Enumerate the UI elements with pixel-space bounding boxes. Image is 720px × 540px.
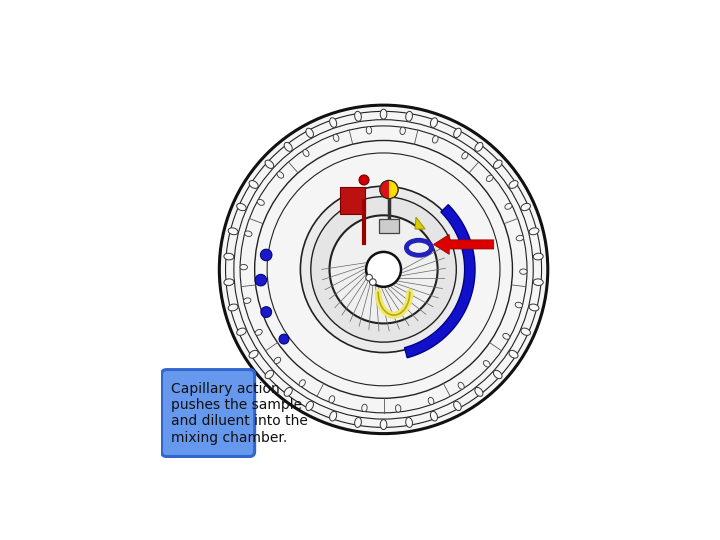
Circle shape [366, 252, 401, 287]
Polygon shape [415, 217, 425, 229]
FancyBboxPatch shape [379, 219, 399, 233]
Ellipse shape [529, 228, 539, 235]
Ellipse shape [224, 253, 234, 260]
Circle shape [359, 175, 369, 185]
Ellipse shape [333, 134, 339, 141]
Ellipse shape [249, 180, 258, 188]
Ellipse shape [521, 328, 531, 335]
Ellipse shape [380, 420, 387, 430]
FancyBboxPatch shape [340, 187, 365, 214]
Ellipse shape [380, 109, 387, 119]
Ellipse shape [228, 228, 238, 235]
Ellipse shape [277, 172, 284, 178]
Ellipse shape [534, 279, 543, 286]
Ellipse shape [458, 382, 464, 389]
Ellipse shape [516, 235, 523, 241]
Ellipse shape [431, 411, 438, 421]
Circle shape [366, 274, 372, 281]
Circle shape [220, 105, 548, 434]
Ellipse shape [475, 387, 483, 396]
Ellipse shape [529, 304, 539, 311]
Ellipse shape [306, 128, 313, 138]
Circle shape [261, 307, 271, 318]
Ellipse shape [454, 128, 462, 138]
Ellipse shape [405, 111, 413, 122]
Ellipse shape [249, 350, 258, 358]
Ellipse shape [265, 160, 274, 168]
Circle shape [369, 279, 376, 286]
Ellipse shape [355, 417, 361, 428]
Ellipse shape [509, 180, 518, 188]
FancyBboxPatch shape [161, 369, 255, 456]
Ellipse shape [329, 396, 335, 403]
Ellipse shape [505, 204, 512, 210]
Circle shape [300, 186, 467, 353]
Ellipse shape [284, 143, 292, 151]
Ellipse shape [257, 199, 264, 205]
Ellipse shape [462, 152, 468, 159]
Ellipse shape [405, 417, 413, 428]
Ellipse shape [520, 269, 527, 274]
Ellipse shape [245, 231, 252, 237]
Ellipse shape [237, 328, 246, 335]
Ellipse shape [255, 329, 262, 335]
Ellipse shape [428, 397, 434, 404]
Ellipse shape [330, 411, 337, 421]
Ellipse shape [361, 404, 367, 411]
Circle shape [311, 197, 456, 342]
Ellipse shape [395, 405, 401, 412]
Wedge shape [380, 180, 389, 199]
Ellipse shape [493, 370, 502, 379]
Circle shape [330, 215, 438, 323]
Polygon shape [405, 205, 475, 357]
Circle shape [261, 249, 272, 261]
Circle shape [279, 334, 289, 344]
Ellipse shape [454, 401, 462, 410]
Text: Capillary action
pushes the sample
and diluent into the
mixing chamber.: Capillary action pushes the sample and d… [171, 382, 308, 444]
Ellipse shape [366, 126, 372, 134]
FancyArrow shape [433, 234, 494, 254]
Ellipse shape [431, 118, 438, 127]
Ellipse shape [306, 401, 313, 410]
Ellipse shape [224, 279, 234, 286]
Ellipse shape [433, 136, 438, 143]
Ellipse shape [284, 387, 292, 396]
Ellipse shape [355, 111, 361, 122]
Ellipse shape [237, 204, 246, 211]
Ellipse shape [300, 380, 305, 387]
Ellipse shape [503, 333, 510, 339]
Ellipse shape [534, 253, 543, 260]
Circle shape [380, 180, 398, 199]
Ellipse shape [265, 370, 274, 379]
Ellipse shape [475, 143, 483, 151]
Ellipse shape [487, 175, 493, 181]
Ellipse shape [515, 302, 523, 308]
Ellipse shape [228, 304, 238, 311]
Ellipse shape [274, 357, 281, 363]
Ellipse shape [243, 298, 251, 303]
Ellipse shape [400, 127, 405, 134]
Ellipse shape [303, 150, 309, 157]
Ellipse shape [521, 204, 531, 211]
Ellipse shape [240, 265, 248, 270]
Ellipse shape [493, 160, 502, 168]
Ellipse shape [509, 350, 518, 358]
Ellipse shape [483, 361, 490, 367]
Circle shape [255, 274, 266, 286]
Ellipse shape [330, 118, 337, 127]
